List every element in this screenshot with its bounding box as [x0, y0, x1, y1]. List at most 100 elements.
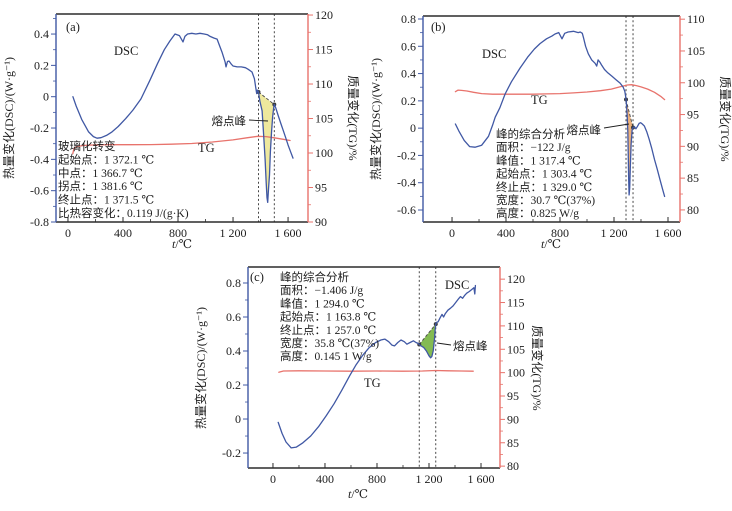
y-left-tick-label: 0.8	[226, 276, 241, 290]
y-right-tick-label: 100	[687, 76, 705, 90]
y-left-tick-label: 0.2	[226, 378, 241, 392]
tg-curve-label: TG	[198, 141, 215, 155]
y-left-tick-label: -0.6	[397, 203, 416, 217]
x-tick-label: 0	[270, 472, 276, 486]
y-right-tick-label: 90	[687, 139, 699, 153]
y-right-tick-label: 85	[687, 171, 699, 185]
y-right-tick-label: 100	[507, 366, 525, 380]
x-tick-label: 0	[65, 226, 71, 240]
x-tick-label: 800	[368, 472, 386, 486]
y-right-tick-label: 80	[507, 459, 519, 473]
tg-curve-label: TG	[364, 376, 381, 390]
y-right-axis-title: 质量变化(TG)/%	[718, 76, 732, 161]
melt-peak-leader-line	[248, 119, 269, 122]
x-tick-label: 1 200	[220, 226, 247, 240]
y-left-tick-label: 0.8	[401, 12, 416, 26]
y-right-tick-label: 115	[507, 296, 525, 310]
panel-b: 0 400 800 1 200 1 600 0.8 0.6 0.4 0.2 0 -0.2 -0.4 -0…	[368, 12, 732, 251]
x-tick-label: 1 200	[600, 226, 627, 240]
peak-baseline	[258, 91, 275, 105]
tg-curve-label: TG	[531, 93, 548, 107]
y-left-tick-label: -0.2	[222, 446, 241, 460]
y-left-tick-label: 0	[43, 90, 49, 104]
x-axis-title: t/℃	[541, 237, 561, 251]
y-right-tick-label: 120	[315, 8, 333, 22]
y-left-tick-label: 0.4	[226, 344, 241, 358]
y-right-tick-label: 105	[507, 342, 525, 356]
melt-peak-leader-line	[603, 123, 630, 129]
x-tick-label: 400	[114, 226, 132, 240]
panel-c: 0 400 800 1 200 1 600 0.8 0.6 0.4 0.2 0 -0.2 120 115…	[193, 266, 545, 501]
y-left-tick-label: -0.8	[30, 215, 49, 229]
y-left-axis-title: 热量变化(DSC)/(W·g⁻¹)	[1, 57, 16, 179]
melt-peak-label: 熔点峰	[567, 123, 602, 137]
y-left-tick-label: 0	[235, 412, 241, 426]
y-right-tick-label: 120	[507, 272, 525, 286]
y-left-tick-label: 0.4	[34, 27, 49, 41]
analysis-annotation: 玻璃化转变起始点：1 372.1 ℃中点：1 366.7 ℃拐点：1 381.6…	[58, 139, 189, 220]
y-left-tick-label: -0.2	[397, 148, 416, 162]
y-right-tick-label: 95	[687, 108, 699, 122]
tg-curve	[72, 135, 291, 155]
x-tick-label: 1 600	[468, 472, 495, 486]
y-right-tick-label: 105	[687, 44, 705, 58]
melt-peak-leader-line	[436, 342, 452, 346]
y-left-tick-label: 0.4	[401, 67, 416, 81]
tg-curve	[278, 369, 474, 373]
y-right-tick-label: 105	[315, 112, 333, 126]
dsc-curve	[72, 32, 294, 204]
y-right-tick-label: 80	[687, 203, 699, 217]
y-left-axis-title: 热量变化(DSC)/(W·g⁻¹)	[193, 307, 208, 429]
x-tick-label: 0	[449, 226, 455, 240]
x-tick-label: 400	[316, 472, 334, 486]
y-right-tick-label: 95	[507, 389, 519, 403]
panel-letter: (a)	[66, 20, 80, 34]
y-right-tick-label: 95	[315, 181, 327, 195]
melt-peak-label: 熔点峰	[212, 114, 247, 128]
peak-baseline	[418, 323, 437, 345]
y-right-tick-label: 85	[507, 436, 519, 450]
x-tick-label: 1 600	[275, 226, 302, 240]
y-right-tick-label: 90	[507, 412, 519, 426]
dsc-curve-label: DSC	[114, 44, 138, 58]
x-tick-label: 800	[551, 226, 569, 240]
y-right-tick-label: 115	[315, 43, 333, 57]
dsc-curve-label: DSC	[445, 278, 469, 292]
y-left-tick-label: 0.2	[34, 58, 49, 72]
panel-letter: (c)	[250, 270, 264, 284]
x-tick-label: 400	[497, 226, 515, 240]
x-tick-label: 1 600	[654, 226, 681, 240]
y-right-tick-label: 110	[507, 319, 525, 333]
melt-peak-fill	[258, 92, 275, 203]
y-left-axis-title: 热量变化(DSC)/(W·g⁻¹)	[368, 58, 383, 180]
x-tick-label: 1 200	[416, 472, 443, 486]
y-right-axis-title: 质量变化(TG)/%	[346, 75, 361, 160]
y-left-tick-label: 0	[410, 121, 416, 135]
y-right-tick-label: 110	[687, 12, 705, 26]
x-axis-title: t/℃	[348, 487, 368, 501]
y-right-tick-label: 100	[315, 146, 333, 160]
y-right-tick-label: 110	[315, 77, 333, 91]
melt-peak-label: 熔点峰	[453, 339, 488, 353]
panel-a: 0 400 800 1 200 1 600 0.4 0.2 0 -0.2 -0.4 -0.6 -0.8…	[1, 8, 361, 251]
y-left-tick-label: -0.4	[30, 152, 49, 166]
panel-letter: (b)	[431, 20, 446, 34]
y-left-tick-label: 0.2	[401, 94, 416, 108]
y-left-tick-label: 0.6	[226, 310, 241, 324]
y-right-axis-title: 质量变化(TG)/%	[530, 325, 545, 410]
x-tick-label: 800	[169, 226, 187, 240]
y-left-tick-label: -0.2	[30, 121, 49, 135]
y-left-tick-label: -0.4	[397, 176, 416, 190]
dsc-curve-label: DSC	[482, 47, 506, 61]
melt-peak-fill	[419, 324, 436, 358]
y-right-tick-label: 90	[315, 215, 327, 229]
analysis-annotation: 峰的综合分析面积：−122 J/g 峰值：1 317.4 ℃起始点：1 303.4…	[496, 127, 595, 220]
analysis-annotation: 峰的综合分析面积：−1.406 J/g 峰值：1 294.0 ℃起始点：1 163…	[280, 270, 379, 363]
tg-curve	[454, 84, 666, 101]
dsc-curve	[277, 284, 477, 449]
y-left-tick-label: -0.6	[30, 184, 49, 198]
y-left-tick-label: 0.6	[401, 39, 416, 53]
x-axis-title: t/℃	[172, 237, 192, 251]
